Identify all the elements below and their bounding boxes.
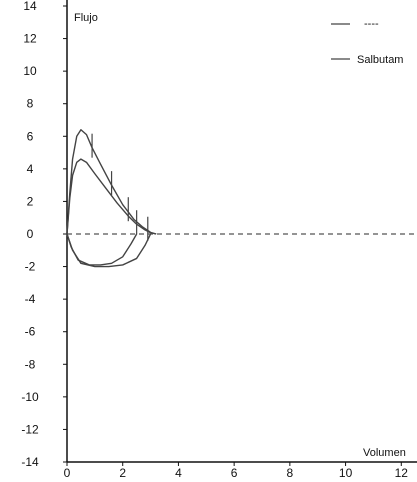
y-tick-label-11: 8 xyxy=(27,97,34,111)
x-tick-label-4: 8 xyxy=(287,466,294,480)
y-ticks: -14 -12 -10 -8 -6 -4 -2 0 2 4 6 8 10 12 14 xyxy=(21,0,67,469)
series-layer xyxy=(66,129,157,268)
y-tick-label-12: 10 xyxy=(23,64,37,78)
x-tick-label-1: 2 xyxy=(119,466,126,480)
legend-label-0: ---- xyxy=(364,18,379,30)
y-tick-label-3: -8 xyxy=(25,357,36,371)
axes xyxy=(66,0,417,463)
y-tick-label-5: -4 xyxy=(25,292,36,306)
y-tick-label-7: 0 xyxy=(27,227,34,241)
y-tick-label-14: 14 xyxy=(23,0,37,13)
series-line-0 xyxy=(66,129,157,235)
legend-label-1: Salbutam xyxy=(357,54,403,66)
series-line-1 xyxy=(66,158,157,235)
y-tick-label-10: 6 xyxy=(27,129,34,143)
y-tick-label-1: -12 xyxy=(21,422,39,436)
y-tick-label-6: -2 xyxy=(25,260,36,274)
y-tick-label-8: 2 xyxy=(27,194,34,208)
x-tick-label-0: 0 xyxy=(64,466,71,480)
y-tick-label-13: 12 xyxy=(23,32,37,46)
legend: ---- Salbutam xyxy=(331,18,403,66)
y-axis-title: Flujo xyxy=(74,12,98,24)
y-tick-label-4: -6 xyxy=(25,325,36,339)
x-tick-label-3: 6 xyxy=(231,466,238,480)
x-tick-label-2: 4 xyxy=(175,466,182,480)
y-tick-label-2: -10 xyxy=(21,390,39,404)
y-tick-label-9: 4 xyxy=(27,162,34,176)
y-tick-label-0: -14 xyxy=(21,455,39,469)
x-axis-title: Volumen xyxy=(363,447,406,459)
x-tick-label-6: 12 xyxy=(395,466,409,480)
series-line-2 xyxy=(66,233,138,266)
x-tick-label-5: 10 xyxy=(339,466,353,480)
series-line-3 xyxy=(66,233,152,268)
